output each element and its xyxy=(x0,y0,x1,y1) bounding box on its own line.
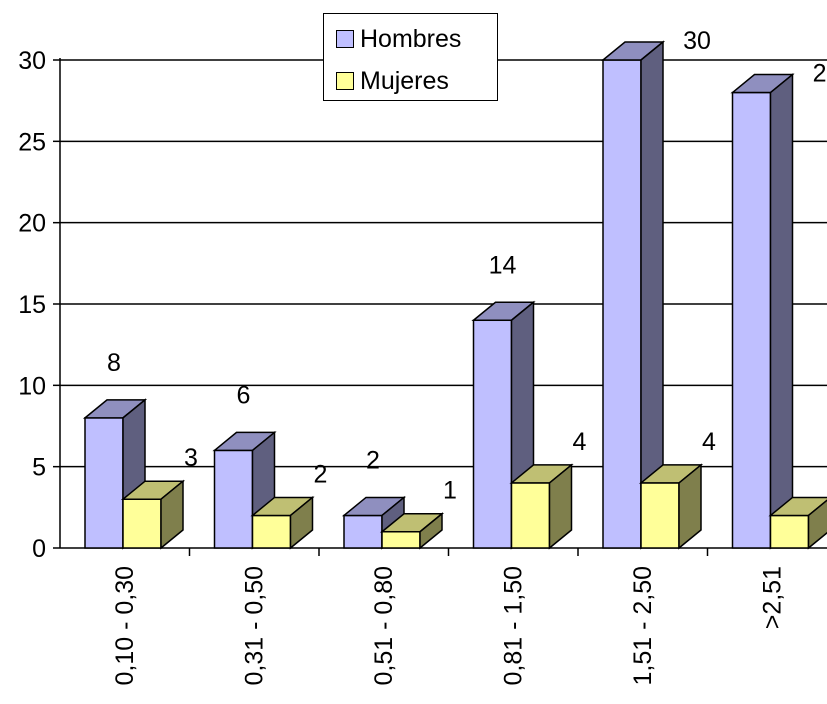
data-label-mujeres-0-10-0-30: 3 xyxy=(184,444,198,472)
legend-item-mujeres: Mujeres xyxy=(336,66,449,96)
bars xyxy=(82,40,827,550)
bar-hombres-1-51-2-50 xyxy=(600,40,666,550)
bar-mujeres-0-51-0-80 xyxy=(379,512,445,550)
bar-mujeres-2-51 xyxy=(768,496,827,550)
x-tick-label-0-10-0-30: 0,10 - 0,30 xyxy=(111,566,139,686)
bar-front-hombres-2-51 xyxy=(731,91,772,549)
x-tick-label-1-51-2-50: 1,51 - 2,50 xyxy=(629,566,657,686)
legend-swatch-hombres xyxy=(336,30,354,48)
data-label-hombres-0-10-0-30: 8 xyxy=(107,349,121,377)
x-tick-label-0-81-1-50: 0,81 - 1,50 xyxy=(499,566,527,686)
bar-side-mujeres-0-81-1-50 xyxy=(548,463,573,550)
bar-front-hombres-0-81-1-50 xyxy=(472,319,513,549)
legend-swatch-mujeres xyxy=(336,72,354,90)
bar-front-hombres-1-51-2-50 xyxy=(602,59,642,549)
x-tick-label-0-51-0-80: 0,51 - 0,80 xyxy=(370,566,398,686)
bar-side-mujeres-2-51 xyxy=(807,499,827,550)
data-label-hombres-1-51-2-50: 30 xyxy=(683,27,711,55)
bar-front-hombres-0-31-0-50 xyxy=(213,449,254,549)
data-label-mujeres-0-31-0-50: 2 xyxy=(314,460,328,488)
bar-hombres-2-51 xyxy=(730,72,795,550)
bar-side-mujeres-0-10-0-30 xyxy=(160,479,184,550)
tick-labels: 0 5 10 15 20 25 30 0,10 - 0,30 0,31 - 0,50 0,51 -… xyxy=(18,47,786,686)
bar-side-mujeres-0-31-0-50 xyxy=(289,495,314,550)
y-tick-label-25: 25 xyxy=(18,128,46,156)
bar-front-hombres-0-10-0-30 xyxy=(84,417,124,549)
y-tick-label-5: 5 xyxy=(32,454,46,482)
y-tick-label-0: 0 xyxy=(32,535,46,563)
y-tick-label-10: 10 xyxy=(18,372,46,400)
data-label-hombres-2-51: 28 xyxy=(813,60,827,88)
gridlines xyxy=(60,59,827,468)
legend: Hombres Mujeres xyxy=(323,13,498,101)
data-label-mujeres-0-51-0-80: 1 xyxy=(443,477,457,505)
data-label-hombres-0-51-0-80: 2 xyxy=(366,446,380,474)
x-tick-label-2-51: >2,51 xyxy=(758,566,786,629)
x-tick-label-0-31-0-50: 0,31 - 0,50 xyxy=(240,566,268,686)
data-label-mujeres-1-51-2-50: 4 xyxy=(702,428,716,456)
data-label-hombres-0-81-1-50: 14 xyxy=(489,251,517,279)
bar-front-mujeres-0-51-0-80 xyxy=(381,530,421,549)
bar-front-mujeres-1-51-2-50 xyxy=(640,482,680,549)
bar-mujeres-0-31-0-50 xyxy=(250,495,315,550)
legend-label-mujeres: Mujeres xyxy=(360,67,449,95)
bar-front-mujeres-0-81-1-50 xyxy=(510,482,551,549)
axes xyxy=(53,58,827,556)
bar-mujeres-0-10-0-30 xyxy=(120,479,186,550)
bar-side-hombres-2-51 xyxy=(769,72,794,550)
bar-side-mujeres-1-51-2-50 xyxy=(678,463,702,550)
y-tick-label-30: 30 xyxy=(18,47,46,75)
bar-side-mujeres-0-51-0-80 xyxy=(419,512,443,550)
bar-front-mujeres-2-51 xyxy=(769,514,810,549)
data-label-mujeres-0-81-1-50: 4 xyxy=(573,428,587,456)
data-labels: 836221144304282 xyxy=(107,27,827,505)
bar-mujeres-1-51-2-50 xyxy=(638,463,704,550)
legend-item-hombres: Hombres xyxy=(336,24,461,54)
bar-front-mujeres-0-31-0-50 xyxy=(251,514,292,549)
y-tick-label-15: 15 xyxy=(18,291,46,319)
bar-front-hombres-0-51-0-80 xyxy=(343,514,383,549)
data-label-hombres-0-31-0-50: 6 xyxy=(237,381,251,409)
legend-label-hombres: Hombres xyxy=(360,25,462,53)
y-tick-label-20: 20 xyxy=(18,210,46,238)
bar-front-mujeres-0-10-0-30 xyxy=(122,498,162,549)
bar-mujeres-0-81-1-50 xyxy=(509,463,574,550)
